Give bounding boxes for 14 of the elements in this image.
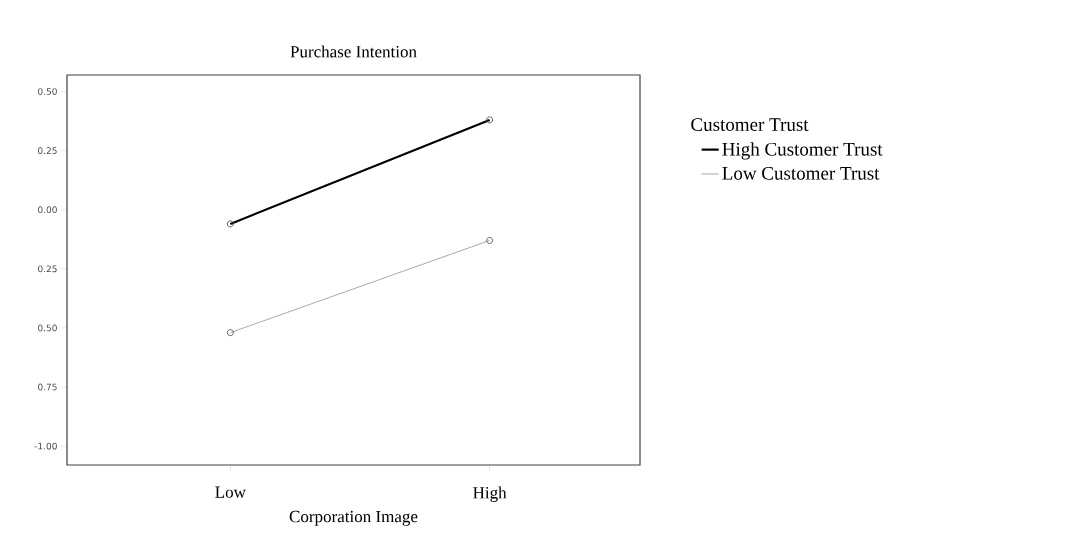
legend-title: Customer Trust [691, 118, 809, 131]
chart-title: Purchase Intention [290, 45, 417, 58]
y-tick-label: -1.00 [34, 442, 57, 450]
y-tick-label: 0.50 [38, 324, 57, 332]
y-tick-label: 0.50 [38, 88, 57, 95]
y-tick-label: 0.75 [38, 383, 57, 391]
x-tick-label: Low [215, 486, 246, 498]
legend-label: High Customer Trust [722, 142, 883, 160]
legend-label: Low Customer Trust [722, 166, 880, 180]
y-tick-label: 0.25 [38, 265, 57, 273]
y-tick-label: 0.25 [38, 147, 57, 155]
x-tick-label: High [473, 486, 507, 502]
y-tick-label: 0.00 [38, 206, 57, 214]
x-axis-title: Corporation Image [289, 510, 418, 526]
